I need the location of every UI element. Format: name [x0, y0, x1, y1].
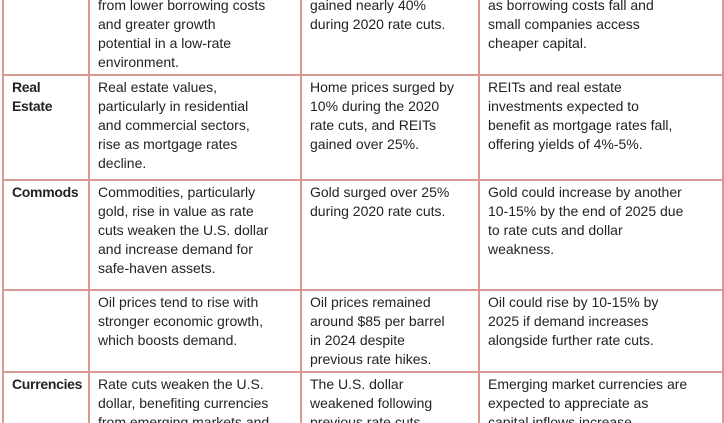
impact-description-cell: Real estate values, particularly in resi… [88, 74, 302, 181]
table-row: Real Estate Real estate values, particul… [2, 74, 724, 181]
historical-performance-cell: Home prices surged by 10% during the 202… [300, 74, 480, 181]
impact-description-cell: Oil prices tend to rise with stronger ec… [88, 289, 302, 373]
asset-label-cell: Currencies [2, 371, 90, 423]
impact-description-cell: Commodities, particularly gold, rise in … [88, 179, 302, 291]
impact-description-cell: from lower borrowing costs and greater g… [88, 0, 302, 76]
asset-label-cell [2, 289, 90, 373]
outlook-cell: Emerging market currencies are expected … [478, 371, 724, 423]
historical-performance-cell: gained nearly 40% during 2020 rate cuts. [300, 0, 480, 76]
table-row: Commods Commodities, particularly gold, … [2, 179, 724, 291]
impact-description-cell: Rate cuts weaken the U.S. dollar, benefi… [88, 371, 302, 423]
outlook-cell: Oil could rise by 10-15% by 2025 if dema… [478, 289, 724, 373]
historical-performance-cell: Gold surged over 25% during 2020 rate cu… [300, 179, 480, 291]
table-row: Oil prices tend to rise with stronger ec… [2, 289, 724, 373]
historical-performance-cell: Oil prices remained around $85 per barre… [300, 289, 480, 373]
table-row: Currencies Rate cuts weaken the U.S. dol… [2, 371, 724, 423]
asset-label-cell: Real Estate [2, 74, 90, 181]
table-row: from lower borrowing costs and greater g… [2, 0, 724, 76]
outlook-cell: Gold could increase by another 10-15% by… [478, 179, 724, 291]
asset-label-cell: Commods [2, 179, 90, 291]
outlook-cell: REITs and real estate investments expect… [478, 74, 724, 181]
asset-label-cell [2, 0, 90, 76]
outlook-cell: as borrowing costs fall and small compan… [478, 0, 724, 76]
historical-performance-cell: The U.S. dollar weakened following previ… [300, 371, 480, 423]
